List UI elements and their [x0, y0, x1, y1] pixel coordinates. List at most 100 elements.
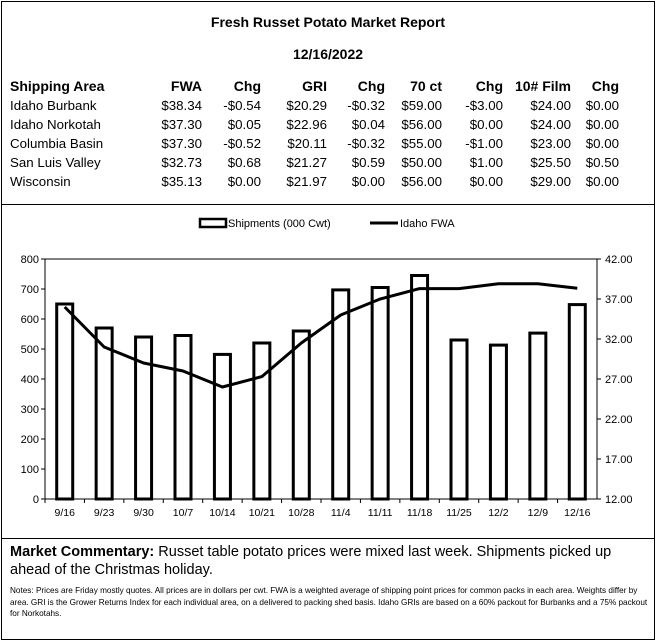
table-row: Columbia Basin $37.30 -$0.52 $20.11 -$0.32 $5… — [10, 134, 619, 153]
price-cell: $0.04 — [351, 117, 385, 132]
shipping-area-cell: Columbia Basin — [10, 136, 104, 151]
price-cell: -$0.32 — [347, 98, 385, 113]
price-cell: $0.00 — [585, 136, 619, 151]
report-date: 12/16/2022 — [292, 46, 364, 62]
commentary-text: Russet table potato prices were mixed la… — [10, 544, 612, 578]
shipment-bar — [173, 334, 193, 501]
table-row: Idaho Norkotah $37.30 $0.05 $22.96 $0.04 $56.… — [10, 115, 619, 134]
divider-top — [1, 204, 655, 205]
shipment-bar — [410, 274, 430, 501]
x-axis-category-label: 11/25 — [446, 507, 472, 519]
x-axis-category-label: 10/28 — [288, 507, 314, 519]
price-cell: $56.00 — [401, 174, 442, 189]
legend-shipments-swatch — [198, 217, 228, 229]
shipment-bar — [331, 288, 351, 501]
header-gri: GRI — [302, 78, 327, 94]
right-axis-tick-label: 17.00 — [605, 454, 633, 466]
shipment-bar — [94, 326, 114, 501]
price-cell: $22.96 — [286, 117, 327, 132]
price-cell: $23.00 — [530, 136, 571, 151]
price-cell: $0.00 — [585, 98, 619, 113]
price-cell: $21.97 — [286, 174, 327, 189]
price-cell: $32.73 — [161, 155, 202, 170]
shipping-area-cell: Idaho Norkotah — [10, 117, 101, 132]
price-cell: $0.00 — [469, 174, 503, 189]
price-table: Shipping Area FWA Chg GRI Chg 70 ct Chg … — [10, 77, 619, 191]
price-cell: $25.50 — [530, 155, 571, 170]
price-cell: -$3.00 — [465, 98, 503, 113]
header-70ct: 70 ct — [410, 78, 442, 94]
x-axis-category-label: 10/7 — [173, 507, 194, 519]
legend-shipments-label: Shipments (000 Cwt) — [228, 218, 331, 230]
right-axis-tick-label: 32.00 — [605, 334, 633, 346]
table-row: Idaho Burbank $38.34 -$0.54 $20.29 -$0.32 $59… — [10, 96, 619, 115]
left-axis-tick-label: 300 — [21, 404, 39, 416]
x-axis-category-label: 10/21 — [249, 507, 275, 519]
price-cell: $20.29 — [286, 98, 327, 113]
report-notes: Notes: Prices are Friday mostly quotes. … — [10, 586, 648, 618]
shipping-area-cell: Idaho Burbank — [10, 98, 97, 113]
table-header-row: Shipping Area FWA Chg GRI Chg 70 ct Chg … — [10, 77, 619, 96]
price-cell: $56.00 — [401, 117, 442, 132]
price-cell: $37.30 — [161, 136, 202, 151]
x-axis-category-label: 11/18 — [407, 507, 433, 519]
x-axis-category-label: 12/16 — [564, 507, 590, 519]
shipment-bar — [134, 335, 154, 501]
x-axis-category-label: 9/16 — [54, 507, 75, 519]
header-fwa: FWA — [170, 78, 202, 94]
left-axis-tick-label: 800 — [21, 254, 39, 266]
price-cell: $37.30 — [161, 117, 202, 132]
header-70ct-chg: Chg — [475, 78, 503, 94]
x-axis-category-label: 11/11 — [368, 507, 393, 519]
price-cell: $50.00 — [401, 155, 442, 170]
right-axis-tick-label: 42.00 — [605, 254, 633, 266]
x-axis-category-label: 11/4 — [331, 507, 351, 519]
header-10-film-chg: Chg — [591, 78, 619, 94]
price-cell: -$0.32 — [347, 136, 385, 151]
table-row: San Luis Valley $32.73 $0.68 $21.27 $0.59 $50… — [10, 153, 619, 172]
price-cell: $0.00 — [469, 117, 503, 132]
divider-bottom — [1, 538, 655, 539]
price-cell: $0.00 — [585, 174, 619, 189]
price-cell: $1.00 — [469, 155, 503, 170]
price-cell: -$0.54 — [223, 98, 261, 113]
price-cell: $21.27 — [286, 155, 327, 170]
shipment-bar — [449, 338, 469, 501]
shipping-area-cell: Wisconsin — [10, 174, 71, 189]
price-cell: $38.34 — [161, 98, 202, 113]
price-cell: $24.00 — [530, 98, 571, 113]
shipment-bar — [488, 343, 508, 501]
right-axis-tick-label: 37.00 — [605, 294, 633, 306]
price-cell: $55.00 — [401, 136, 442, 151]
header-gri-chg: Chg — [357, 78, 385, 94]
right-axis-tick-label: 27.00 — [605, 374, 633, 386]
header-shipping-area: Shipping Area — [10, 78, 105, 94]
price-cell: $0.05 — [227, 117, 261, 132]
x-axis-category-label: 9/30 — [133, 507, 154, 519]
left-axis-tick-label: 600 — [21, 314, 39, 326]
commentary-heading: Market Commentary: — [10, 544, 155, 560]
shipment-bar — [528, 331, 548, 501]
shipment-bar — [567, 303, 587, 501]
price-cell: $59.00 — [401, 98, 442, 113]
market-commentary: Market Commentary: Russet table potato p… — [10, 543, 650, 579]
report-title: Fresh Russet Potato Market Report — [210, 14, 446, 30]
price-cell: $29.00 — [530, 174, 571, 189]
left-axis-tick-label: 700 — [21, 284, 39, 296]
left-axis-tick-label: 100 — [21, 464, 39, 476]
legend-fwa-label: Idaho FWA — [400, 218, 455, 230]
left-axis-tick-label: 500 — [21, 344, 39, 356]
right-axis-tick-label: 22.00 — [605, 414, 633, 426]
x-axis-category-label: 10/14 — [209, 507, 235, 519]
price-cell: $0.68 — [227, 155, 261, 170]
price-cell: $35.13 — [161, 174, 202, 189]
left-axis-tick-label: 400 — [21, 374, 39, 386]
price-cell: -$1.00 — [465, 136, 503, 151]
header-10-film: 10# Film — [514, 78, 571, 94]
table-row: Wisconsin $35.13 $0.00 $21.97 $0.00 $56.00 $0.… — [10, 172, 619, 191]
idaho-fwa-line — [63, 282, 578, 389]
shipment-bar — [370, 286, 390, 501]
x-axis-category-label: 12/2 — [488, 507, 509, 519]
plot-area — [44, 258, 598, 500]
